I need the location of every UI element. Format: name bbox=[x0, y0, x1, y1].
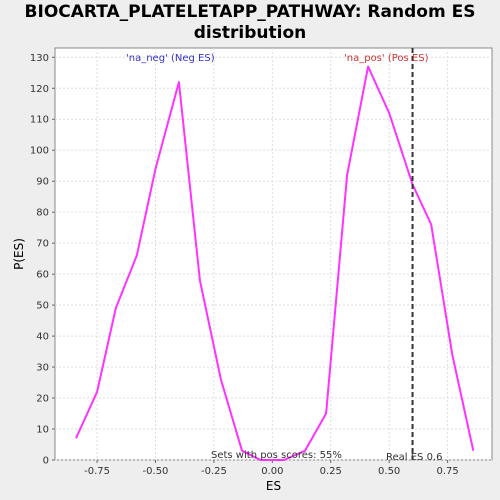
y-tick-label: 20 bbox=[36, 394, 49, 405]
series-layer bbox=[75, 65, 475, 461]
x-tick-label: 0.75 bbox=[436, 466, 458, 477]
y-tick-label: 120 bbox=[30, 84, 49, 95]
x-tick-label: 0.00 bbox=[261, 466, 283, 477]
x-tick-label: -0.50 bbox=[143, 466, 169, 477]
x-tick-label: 0.50 bbox=[378, 466, 400, 477]
axis-layer: 0 10 20 30 40 50 60 70 80 90 100 110 120 130 -0.75 -0.5… bbox=[30, 53, 459, 477]
x-tick-label: -0.75 bbox=[84, 466, 110, 477]
y-tick-label: 50 bbox=[36, 301, 49, 312]
y-tick-label: 60 bbox=[36, 270, 49, 281]
chart-title-line-1: BIOCARTA_PLATELETAPP_PATHWAY: Random ES bbox=[24, 2, 476, 22]
pos-es-annotation: 'na_pos' (Pos ES) bbox=[344, 53, 429, 64]
y-tick-label: 100 bbox=[30, 146, 49, 157]
x-tick-label: 0.25 bbox=[320, 466, 342, 477]
real-es-label: Real ES 0.6 bbox=[386, 452, 442, 463]
es-distribution-line bbox=[75, 65, 475, 461]
y-tick-label: 90 bbox=[36, 177, 49, 188]
y-tick-label: 30 bbox=[36, 363, 49, 374]
y-axis-title: P(ES) bbox=[12, 238, 26, 270]
y-tick-label: 130 bbox=[30, 53, 49, 64]
x-axis-title: ES bbox=[266, 479, 281, 493]
y-tick-label: 80 bbox=[36, 208, 49, 219]
x-tick-label: -0.25 bbox=[201, 466, 227, 477]
y-tick-label: 10 bbox=[36, 425, 49, 436]
chart-title: BIOCARTA_PLATELETAPP_PATHWAY: Random ES … bbox=[0, 2, 500, 44]
sets-with-pos-scores-label: Sets with pos scores: 55% bbox=[211, 450, 342, 461]
neg-es-annotation: 'na_neg' (Neg ES) bbox=[126, 53, 215, 64]
y-tick-label: 40 bbox=[36, 332, 49, 343]
y-tick-label: 110 bbox=[30, 115, 49, 126]
y-tick-label: 70 bbox=[36, 239, 49, 250]
grid-layer bbox=[55, 48, 492, 461]
y-tick-label: 0 bbox=[43, 456, 49, 467]
chart-title-line-2: distribution bbox=[193, 23, 307, 43]
plot-area-frame bbox=[54, 47, 493, 461]
